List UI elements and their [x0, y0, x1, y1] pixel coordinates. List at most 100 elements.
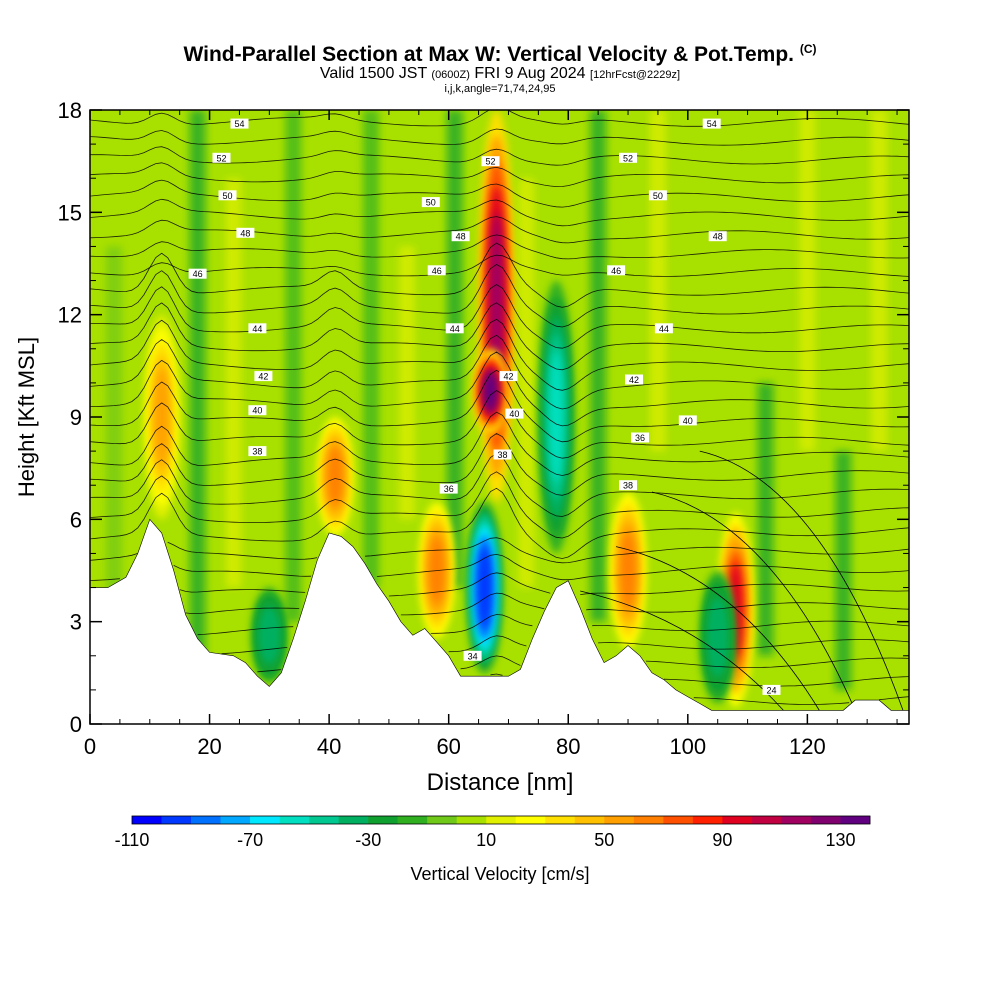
theta-contour-label: 40 [248, 405, 267, 416]
weak-velocity-streak [518, 178, 535, 588]
colorbar-tick-label: -30 [355, 830, 381, 850]
colorbar-frame [131, 815, 871, 825]
theta-label-text: 46 [611, 266, 621, 276]
theta-label-text: 52 [485, 157, 495, 167]
weak-velocity-streak [285, 110, 302, 622]
weak-velocity-streak [362, 110, 379, 588]
terrain-profile [89, 518, 910, 725]
theta-label-box [654, 323, 673, 334]
velocity-cell-contour [483, 370, 498, 412]
weak-velocity-streak [835, 451, 852, 690]
theta-label-box [631, 432, 649, 443]
theta-contour-line [699, 450, 904, 711]
theta-label-text: 40 [509, 409, 519, 419]
velocity-cell-contour [262, 612, 277, 659]
velocity-cell [317, 417, 354, 537]
velocity-cell-contour [328, 448, 342, 506]
theta-label-text: 46 [432, 266, 442, 276]
theta-label-box [702, 118, 721, 129]
theta-contour-label: 44 [654, 323, 673, 334]
grid-index-line: i,j,k,angle=71,74,24,95 [444, 83, 556, 95]
theta-contour-label: 48 [236, 227, 255, 238]
colorbar-swatch [722, 816, 753, 824]
colorbar-swatch [338, 816, 369, 824]
theta-contour-label: 54 [702, 118, 721, 129]
theta-label-text: 44 [659, 324, 669, 334]
theta-label-text: 42 [258, 372, 268, 382]
x-tick-label: 40 [317, 734, 341, 759]
theta-contour-label: 40 [505, 408, 524, 419]
theta-label-box [439, 483, 458, 494]
theta-contour-label: 46 [427, 265, 446, 276]
theta-contour-line [90, 110, 909, 127]
y-axis-label: Height [Kft MSL] [14, 337, 39, 497]
theta-contour-label: 52 [481, 156, 500, 167]
colorbar-tick-label: -70 [237, 830, 263, 850]
velocity-cell [143, 314, 180, 520]
theta-label-box [212, 152, 231, 163]
y-tick-label: 0 [70, 712, 82, 737]
theta-contour-line [90, 537, 909, 564]
weak-velocity-streak [871, 110, 888, 452]
y-tick-label: 15 [58, 200, 82, 225]
theta-label-box [607, 265, 626, 276]
theta-contour-line [197, 614, 909, 636]
vertical-velocity-field [90, 110, 909, 724]
theta-label-text: 40 [252, 406, 262, 416]
velocity-cell [538, 280, 575, 554]
theta-contour-line [90, 351, 909, 427]
colorbar-swatch [781, 816, 812, 824]
colorbar-swatch [751, 816, 782, 824]
y-tick-label: 6 [70, 507, 82, 532]
theta-label-box [236, 227, 255, 238]
theta-contour-label: 46 [188, 268, 207, 279]
theta-label-text: 34 [468, 651, 478, 661]
y-tick-label: 9 [70, 405, 82, 430]
theta-label-text: 40 [683, 416, 693, 426]
theta-label-box [248, 446, 267, 457]
chart-title: Wind-Parallel Section at Max W: Vertical… [183, 42, 817, 66]
weak-velocity-streak [757, 382, 774, 656]
theta-label-box [499, 371, 518, 382]
theta-label-text: 36 [444, 484, 454, 494]
colorbar-swatch [604, 816, 635, 824]
theta-contour-line [90, 411, 909, 476]
colorbar-swatch [574, 816, 605, 824]
theta-label-text: 52 [216, 153, 226, 163]
theta-label-text: 50 [222, 191, 232, 201]
theta-label-box [451, 231, 470, 242]
theta-label-box [648, 190, 667, 201]
weak-velocity-streak [649, 110, 666, 452]
theta-contour-line [90, 264, 909, 328]
theta-label-box [230, 118, 249, 129]
theta-contour-line [90, 128, 909, 146]
theta-label-box [463, 650, 482, 661]
chart-subtitle: Valid 1500 JST (0600Z) FRI 9 Aug 2024 [1… [319, 65, 681, 82]
theta-contour-label: 46 [607, 265, 626, 276]
theta-contour-line [615, 546, 820, 711]
x-tick-label: 120 [789, 734, 826, 759]
theta-label-text: 50 [653, 191, 663, 201]
weak-velocity-streak [799, 110, 816, 452]
theta-label-box [421, 197, 440, 208]
theta-label-box [248, 323, 267, 334]
theta-contour-line [580, 590, 784, 711]
theta-contour-label: 38 [493, 449, 512, 460]
theta-contour-line [90, 334, 909, 410]
theta-contour-label: 50 [218, 190, 237, 201]
velocity-cell-contour [621, 532, 635, 609]
colorbar-tick-label: 10 [476, 830, 496, 850]
velocity-cell-contour [549, 351, 564, 483]
theta-contour-label: 40 [678, 415, 697, 426]
weak-velocity-streak [398, 246, 415, 520]
velocity-cell-contour [477, 546, 492, 629]
theta-label-box [678, 415, 697, 426]
colorbar-tick-label: 50 [594, 830, 614, 850]
theta-contour-label: 38 [248, 446, 267, 457]
theta-contour-line [90, 242, 909, 308]
x-tick-label: 100 [669, 734, 706, 759]
velocity-cell [472, 348, 509, 435]
theta-contour-line [221, 635, 909, 655]
theta-contour-line [90, 487, 909, 559]
